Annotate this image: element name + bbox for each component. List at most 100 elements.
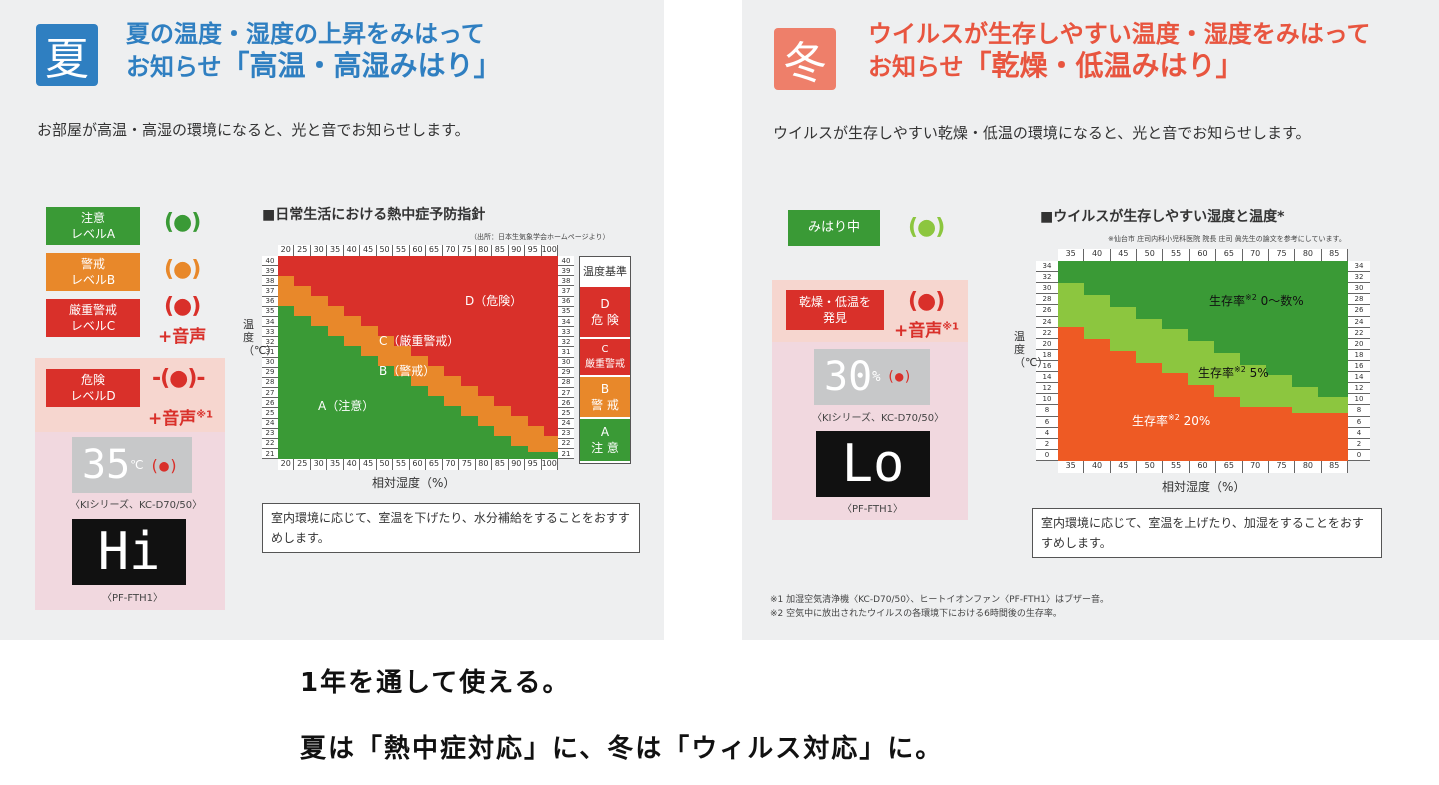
- winter-y-tick: 14: [1348, 372, 1370, 384]
- winter-x-axis-top: 35 40 45 50 55 60 65 70 75 80 85: [1058, 249, 1348, 261]
- winter-y-tick: 0: [1348, 449, 1370, 461]
- summer-x-tick: 20: [278, 245, 295, 256]
- red-lamp-icon: (●): [164, 294, 201, 319]
- summer-heat-chart: [278, 256, 558, 459]
- footnote-1: ※1 加湿空気清浄機〈KC-D70/50〉、ヒートイオンファン〈PF-FTH1〉…: [770, 595, 1110, 605]
- region-high-survival: [1058, 327, 1348, 461]
- summer-y-tick: 36: [262, 296, 278, 307]
- region-c-label: C（厳重警戒）: [379, 334, 460, 348]
- summer-x-tick: 65: [426, 459, 443, 470]
- summer-x-tick: 35: [327, 459, 344, 470]
- summer-y-tick: 35: [558, 306, 574, 317]
- sound-label-c: +音声: [158, 327, 207, 347]
- summer-display2-caption: 〈PF-FTH1〉: [102, 593, 163, 604]
- summer-x-tick: 50: [376, 459, 394, 470]
- winter-y-tick: 34: [1036, 261, 1058, 273]
- summer-x-tick: 60: [409, 459, 427, 470]
- summer-x-tick: 40: [343, 459, 361, 470]
- summer-heading-prefix: お知らせ: [126, 53, 222, 81]
- winter-y-tick: 26: [1348, 305, 1370, 317]
- winter-x-tick: 70: [1242, 249, 1269, 261]
- summer-x-tick: 100: [541, 459, 558, 470]
- summer-x-tick: 90: [508, 245, 526, 256]
- summer-x-axis-bottom: 20 25 30 35 40 45 50 55 60 65 70 75 80 85 90 95 100: [278, 459, 558, 470]
- winter-heading-line1: ウイルスが生存しやすい温度・湿度をみはって: [868, 20, 1371, 48]
- watching-label: みはり中: [788, 210, 880, 246]
- winter-x-tick: 75: [1268, 461, 1296, 473]
- winter-x-tick: 35: [1058, 461, 1085, 473]
- winter-y-tick: 10: [1036, 394, 1058, 406]
- winter-y-tick: 20: [1348, 338, 1370, 350]
- summer-y-tick: 40: [558, 256, 574, 267]
- summer-x-tick: 25: [294, 245, 311, 256]
- winter-x-tick: 75: [1268, 249, 1296, 261]
- summer-x-label: 相対湿度（%）: [372, 476, 456, 490]
- summer-y-tick: 32: [558, 337, 574, 348]
- winter-y-tick: 20: [1036, 338, 1058, 350]
- winter-y-tick: 4: [1036, 427, 1058, 439]
- summer-y-tick: 34: [558, 316, 574, 328]
- summer-y-tick: 29: [262, 367, 278, 378]
- winter-y-tick: 16: [1348, 360, 1370, 373]
- winter-y-tick: 12: [1036, 383, 1058, 395]
- summer-heading-line1: 夏の温度・湿度の上昇をみはって: [126, 20, 485, 48]
- summer-chart-title: ■日常生活における熱中症予防指針: [262, 207, 486, 223]
- winter-x-tick: 65: [1216, 249, 1243, 261]
- summer-y-tick: 22: [262, 438, 278, 449]
- winter-x-tick: 50: [1137, 249, 1164, 261]
- summer-y-axis-right: 40 39 38 37 36 35 34 33 32 31 30 29 28 27 26 25 24 23 22 21: [558, 256, 574, 460]
- winter-y-tick: 18: [1036, 349, 1058, 361]
- winter-lo-display: Lo: [816, 431, 930, 497]
- winter-y-tick: 18: [1348, 349, 1370, 361]
- summer-y-tick: 29: [558, 367, 574, 378]
- summer-y-tick: 31: [558, 347, 574, 358]
- summer-y-tick: 27: [558, 388, 574, 399]
- summer-y-tick: 26: [262, 398, 278, 409]
- winter-y-tick: 2: [1036, 438, 1058, 450]
- footnote-2: ※2 空気中に放出されたウイルスの各環境下における6時間後の生存率。: [770, 609, 1062, 619]
- winter-x-tick: 60: [1189, 461, 1217, 473]
- winter-x-tick: 55: [1163, 461, 1190, 473]
- summer-kanji-badge: 夏: [36, 24, 98, 86]
- winter-y-tick: 0: [1036, 449, 1058, 461]
- summer-temp-display: 35 ℃ (●): [72, 437, 192, 493]
- winter-y-tick: 6: [1348, 416, 1370, 428]
- caption-line2: 夏は「熱中症対応」に、冬は「ウィルス対応」に。: [300, 734, 944, 764]
- summer-x-tick: 55: [393, 245, 410, 256]
- red-indicator-icon: (●): [886, 369, 912, 385]
- caption-line1: 1年を通して使える。: [300, 668, 571, 698]
- summer-y-tick: 38: [558, 276, 574, 287]
- summer-note: 室内環境に応じて、室温を下げたり、水分補給をすることをおすすめします。: [262, 503, 640, 553]
- summer-x-tick: 50: [376, 245, 394, 256]
- summer-y-label: 温度（℃）: [243, 318, 278, 357]
- winter-y-tick: 14: [1036, 372, 1058, 384]
- summer-y-tick: 23: [558, 428, 574, 439]
- summer-x-tick: 85: [492, 459, 509, 470]
- red-lamp-icon: (●): [908, 289, 945, 314]
- winter-y-tick: 32: [1348, 272, 1370, 284]
- winter-humidity-display: 30% (●): [814, 349, 930, 405]
- winter-x-tick: 65: [1216, 461, 1243, 473]
- summer-y-tick: 31: [262, 347, 278, 358]
- summer-y-tick: 30: [262, 357, 278, 368]
- winter-y-tick: 22: [1036, 327, 1058, 339]
- summer-y-tick: 32: [262, 337, 278, 348]
- summer-y-tick: 37: [262, 286, 278, 297]
- summer-x-tick: 40: [343, 245, 361, 256]
- level-b-label: 警戒 レベルB: [46, 253, 140, 291]
- summer-x-tick: 20: [278, 459, 295, 470]
- winter-chart-source: ※仙台市 庄司内科小児科医院 院長 庄司 眞先生の論文を参考にしています。: [1108, 235, 1346, 243]
- legend-c: C 厳重警戒: [580, 339, 630, 377]
- winter-chart-title: ■ウイルスが生存しやすい湿度と温度*: [1040, 209, 1285, 225]
- summer-y-tick: 40: [262, 256, 278, 267]
- summer-y-tick: 25: [558, 408, 574, 419]
- green-lamp-icon: (●): [908, 215, 945, 240]
- red-indicator-icon: (●): [149, 455, 179, 475]
- level-c-label: 厳重警戒 レベルC: [46, 299, 140, 337]
- summer-y-tick: 24: [262, 418, 278, 429]
- winter-x-tick: 55: [1163, 249, 1190, 261]
- winter-x-tick: 45: [1110, 249, 1138, 261]
- winter-heading-big: 「乾燥・低温みはり」: [963, 49, 1244, 82]
- summer-y-axis-left: 40 39 38 37 36 35 34 33 32 31 30 29 28 27 26 25 24 23 22 21: [262, 256, 278, 460]
